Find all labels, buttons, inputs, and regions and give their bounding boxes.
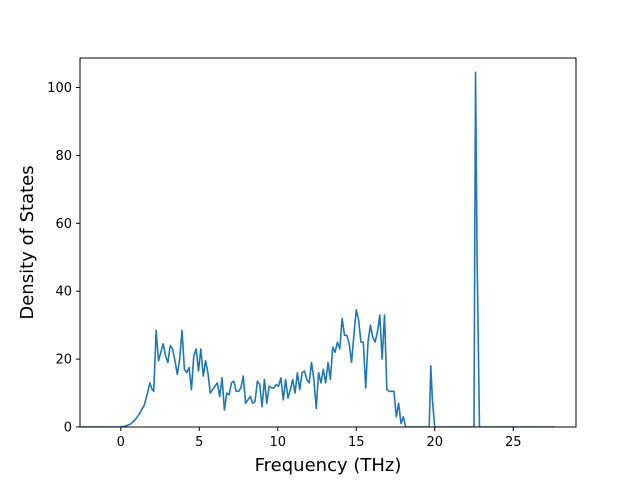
x-tick-label: 20: [426, 435, 443, 450]
y-tick-label: 80: [55, 149, 72, 164]
y-axis-ticks: 0 20 40 60 80 100: [47, 81, 80, 436]
x-tick-label: 25: [505, 435, 522, 450]
y-tick-label: 0: [64, 421, 72, 436]
y-tick-label: 40: [55, 285, 72, 300]
plot-area: [80, 71, 555, 427]
axes-frame: [79, 57, 577, 428]
y-tick-label: 20: [55, 353, 72, 368]
y-tick-label: 100: [47, 81, 72, 96]
x-tick-label: 5: [195, 435, 203, 450]
y-axis-label: Density of States: [17, 165, 38, 319]
y-tick-label: 60: [55, 217, 72, 232]
x-axis-label: Frequency (THz): [255, 455, 402, 476]
x-tick-label: 10: [269, 435, 286, 450]
x-tick-label: 15: [348, 435, 365, 450]
dos-series-line: [80, 71, 555, 427]
x-axis-ticks: 0 5 10 15 20 25: [117, 427, 522, 450]
x-tick-label: 0: [117, 435, 125, 450]
